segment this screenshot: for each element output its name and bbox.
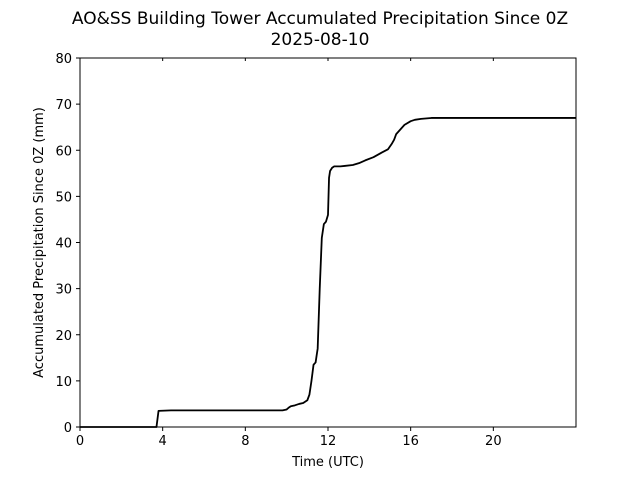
y-tick-label: 20 <box>55 329 72 344</box>
precipitation-line <box>80 117 576 428</box>
x-tick-label: 12 <box>320 434 337 449</box>
y-axis-label: Accumulated Precipitation Since 0Z (mm) <box>32 107 47 378</box>
chart-subtitle: 2025-08-10 <box>271 30 370 50</box>
y-tick-label: 60 <box>55 144 72 159</box>
axis-ticks: 0 4 8 12 16 20 0 10 20 30 40 50 60 70 80 <box>55 52 501 449</box>
chart-title: AO&SS Building Tower Accumulated Precipi… <box>72 9 568 29</box>
y-tick-label: 40 <box>55 237 72 252</box>
y-tick-label: 30 <box>55 283 72 298</box>
y-tick-label: 10 <box>55 375 72 390</box>
x-axis-label: Time (UTC) <box>291 455 364 470</box>
y-tick-label: 80 <box>55 52 72 67</box>
x-tick-label: 4 <box>159 434 167 449</box>
x-tick-label: 8 <box>241 434 249 449</box>
x-tick-label: 20 <box>485 434 502 449</box>
axes-frame <box>79 57 577 428</box>
x-tick-label: 0 <box>76 434 84 449</box>
y-tick-label: 70 <box>55 98 72 113</box>
y-tick-label: 50 <box>55 190 72 205</box>
x-tick-label: 16 <box>402 434 419 449</box>
y-tick-label: 0 <box>64 421 72 436</box>
